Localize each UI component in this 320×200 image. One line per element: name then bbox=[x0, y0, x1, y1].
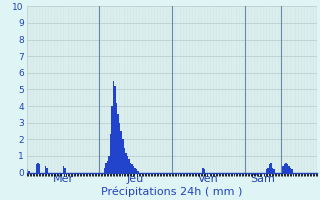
Bar bbox=[132, 166, 134, 173]
X-axis label: Précipitations 24h ( mm ): Précipitations 24h ( mm ) bbox=[101, 187, 243, 197]
Bar bbox=[113, 81, 115, 173]
Bar bbox=[27, 169, 28, 173]
Bar bbox=[134, 168, 136, 173]
Bar bbox=[105, 163, 107, 173]
Bar bbox=[121, 131, 122, 173]
Bar bbox=[137, 171, 139, 173]
Bar bbox=[124, 148, 125, 173]
Bar bbox=[110, 134, 111, 173]
Bar bbox=[28, 171, 30, 173]
Bar bbox=[125, 153, 126, 173]
Bar bbox=[269, 164, 270, 173]
Bar bbox=[117, 114, 119, 173]
Bar bbox=[136, 169, 137, 173]
Bar bbox=[292, 169, 293, 173]
Bar bbox=[111, 106, 113, 173]
Bar bbox=[130, 163, 131, 173]
Bar bbox=[290, 168, 292, 173]
Bar bbox=[284, 164, 285, 173]
Bar bbox=[63, 166, 65, 173]
Bar bbox=[281, 168, 283, 173]
Bar bbox=[37, 163, 39, 173]
Bar bbox=[39, 164, 40, 173]
Bar bbox=[204, 169, 205, 173]
Bar bbox=[273, 169, 275, 173]
Bar bbox=[115, 86, 116, 173]
Bar bbox=[126, 156, 128, 173]
Bar bbox=[272, 168, 273, 173]
Bar bbox=[65, 168, 66, 173]
Bar bbox=[128, 159, 130, 173]
Bar bbox=[283, 166, 284, 173]
Bar bbox=[104, 168, 105, 173]
Bar bbox=[45, 166, 46, 173]
Bar bbox=[131, 164, 132, 173]
Bar bbox=[270, 163, 272, 173]
Bar bbox=[119, 123, 121, 173]
Bar bbox=[108, 156, 110, 173]
Bar bbox=[46, 168, 48, 173]
Bar bbox=[122, 139, 124, 173]
Bar bbox=[287, 164, 288, 173]
Bar bbox=[202, 168, 204, 173]
Bar bbox=[107, 161, 108, 173]
Bar bbox=[116, 103, 117, 173]
Bar bbox=[266, 169, 267, 173]
Bar bbox=[267, 168, 269, 173]
Bar bbox=[288, 166, 290, 173]
Bar bbox=[285, 163, 287, 173]
Bar bbox=[36, 164, 37, 173]
